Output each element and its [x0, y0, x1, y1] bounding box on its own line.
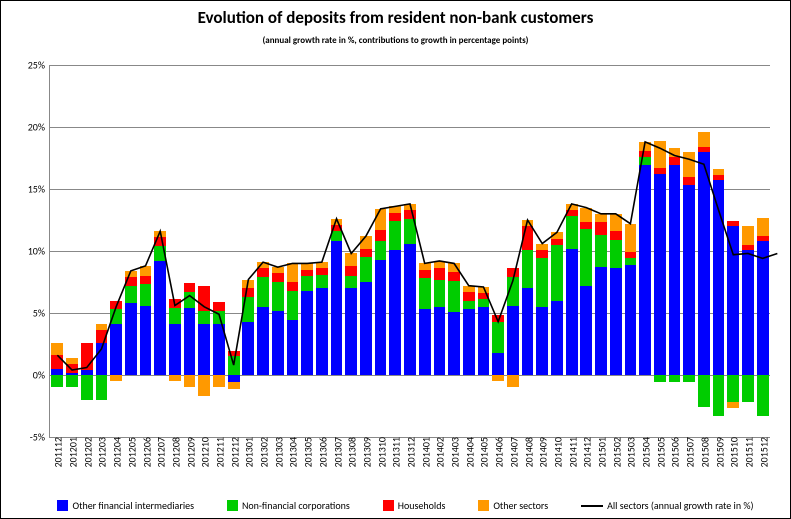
x-tick-label: 201505 [652, 437, 667, 467]
x-tick-label: 201404 [461, 437, 476, 467]
line-svg [50, 65, 770, 437]
plot-area: -5%0%5%10%15%20%25%201112201201201202201… [49, 65, 770, 438]
legend-item-oth: Other sectors [478, 499, 548, 512]
x-tick-label: 201311 [388, 437, 403, 467]
legend-label: Other financial intermediaries [72, 499, 194, 512]
y-tick-label: 20% [28, 121, 50, 134]
x-tick-label: 201302 [256, 437, 271, 467]
x-tick-label: 201207 [153, 437, 168, 467]
x-tick-label: 201406 [491, 437, 506, 467]
legend-swatch [57, 500, 68, 511]
x-tick-label: 201408 [520, 437, 535, 467]
legend-swatch [478, 500, 489, 511]
x-tick-label: 201304 [285, 437, 300, 467]
x-tick-label: 201510 [726, 437, 741, 467]
x-tick-label: 201211 [211, 437, 226, 467]
x-tick-label: 201212 [226, 437, 241, 467]
chart-subtitle: (annual growth rate in %, contributions … [1, 35, 790, 46]
x-tick-label: 201504 [638, 437, 653, 467]
x-tick-label: 201308 [344, 437, 359, 467]
x-tick-label: 201309 [358, 437, 373, 467]
x-tick-label: 201511 [740, 437, 755, 467]
x-tick-label: 201502 [608, 437, 623, 467]
x-tick-label: 201301 [241, 437, 256, 467]
legend-swatch [227, 500, 238, 511]
line-total [57, 142, 777, 370]
x-tick-label: 201307 [329, 437, 344, 467]
legend-item-hh: Households [383, 499, 446, 512]
x-tick-label: 201509 [711, 437, 726, 467]
legend-item-line: All sectors (annual growth rate in %) [581, 499, 753, 512]
legend-item-ofi: Other financial intermediaries [57, 499, 194, 512]
x-tick-label: 201205 [123, 437, 138, 467]
x-tick-label: 201210 [197, 437, 212, 467]
x-tick-label: 201512 [755, 437, 770, 467]
x-tick-label: 201401 [417, 437, 432, 467]
x-tick-label: 201412 [579, 437, 594, 467]
y-tick-label: 15% [28, 183, 50, 196]
legend: Other financial intermediaries Non-financ… [41, 499, 770, 512]
x-tick-label: 201303 [270, 437, 285, 467]
x-tick-label: 201506 [667, 437, 682, 467]
y-tick-label: 25% [28, 59, 50, 72]
x-tick-label: 201209 [182, 437, 197, 467]
x-tick-label: 201305 [300, 437, 315, 467]
x-tick-label: 201403 [447, 437, 462, 467]
x-tick-label: 201407 [505, 437, 520, 467]
legend-label: Non-financial corporations [242, 499, 350, 512]
legend-label: Households [398, 499, 446, 512]
x-tick-label: 201203 [94, 437, 109, 467]
x-tick-label: 201112 [50, 437, 65, 467]
x-tick-label: 201501 [594, 437, 609, 467]
x-tick-label: 201202 [79, 437, 94, 467]
x-tick-label: 201306 [314, 437, 329, 467]
y-tick-label: 5% [33, 307, 50, 320]
chart-frame: Evolution of deposits from resident non-… [0, 0, 791, 519]
x-tick-label: 201402 [432, 437, 447, 467]
x-tick-label: 201508 [696, 437, 711, 467]
x-tick-label: 201310 [373, 437, 388, 467]
x-tick-label: 201405 [476, 437, 491, 467]
legend-swatch [383, 500, 394, 511]
x-tick-label: 201204 [109, 437, 124, 467]
legend-line-swatch [581, 505, 603, 507]
x-tick-label: 201411 [564, 437, 579, 467]
y-tick-label: 0% [33, 369, 50, 382]
legend-item-nfc: Non-financial corporations [227, 499, 350, 512]
x-tick-label: 201503 [623, 437, 638, 467]
x-tick-label: 201410 [549, 437, 564, 467]
chart-title: Evolution of deposits from resident non-… [1, 7, 790, 28]
legend-label: Other sectors [493, 499, 548, 512]
x-tick-label: 201208 [167, 437, 182, 467]
y-tick-label: -5% [30, 431, 50, 444]
x-tick-label: 201409 [535, 437, 550, 467]
x-tick-label: 201206 [138, 437, 153, 467]
legend-label: All sectors (annual growth rate in %) [607, 499, 753, 512]
x-tick-label: 201201 [65, 437, 80, 467]
y-tick-label: 10% [28, 245, 50, 258]
x-tick-label: 201312 [403, 437, 418, 467]
x-tick-label: 201507 [682, 437, 697, 467]
